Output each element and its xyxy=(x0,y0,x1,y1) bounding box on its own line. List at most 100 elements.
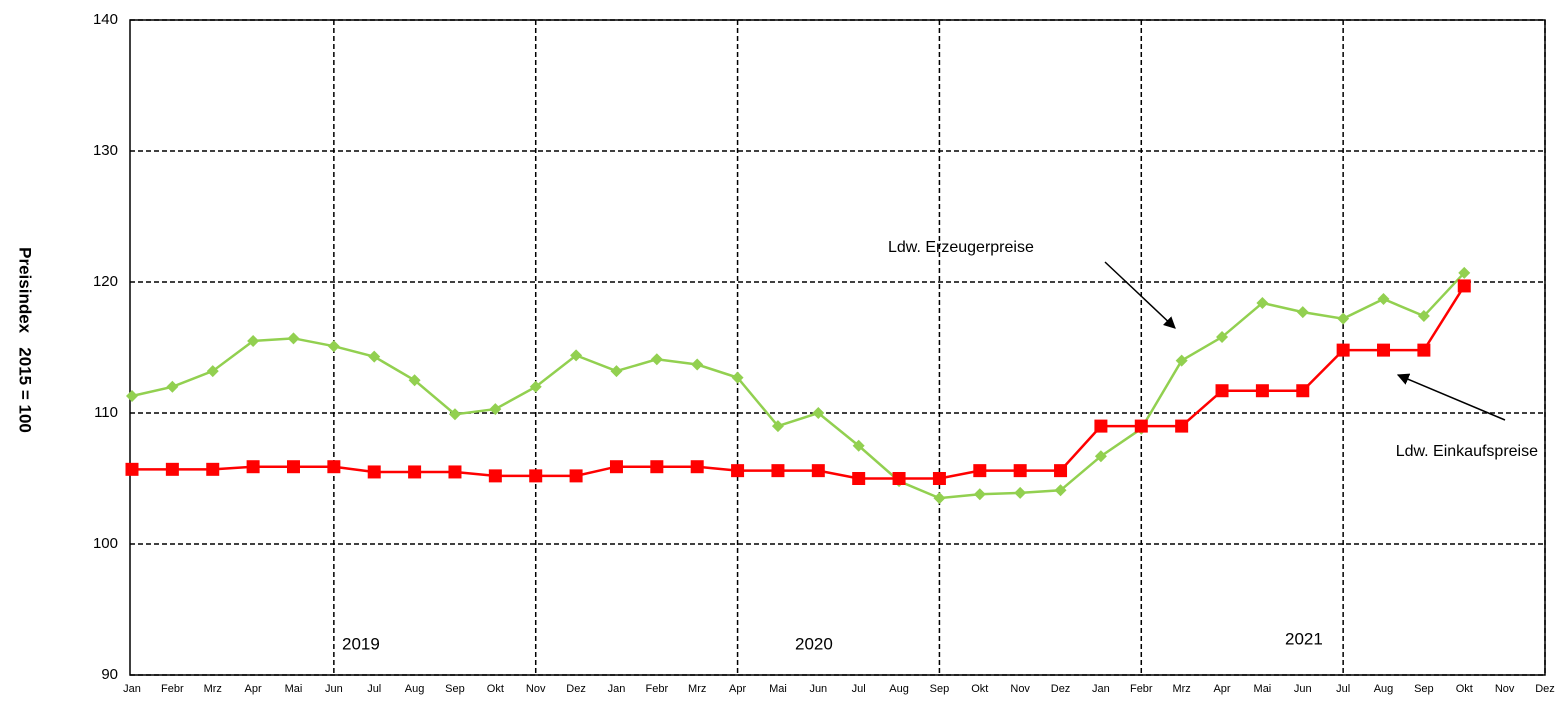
marker xyxy=(691,358,704,371)
x-tick-label: Jan xyxy=(1092,683,1110,695)
marker xyxy=(1175,419,1189,433)
y-tick-label: 90 xyxy=(101,666,118,683)
x-tick-label: Nov xyxy=(526,683,546,695)
marker xyxy=(367,465,381,479)
marker xyxy=(1175,354,1188,367)
marker xyxy=(690,460,704,474)
y-tick-label: 120 xyxy=(93,273,118,290)
marker xyxy=(1094,450,1107,463)
x-tick-label: Aug xyxy=(889,683,909,695)
x-tick-label: Dez xyxy=(1535,683,1555,695)
marker xyxy=(1296,384,1310,398)
x-tick-label: Sep xyxy=(930,683,950,695)
marker xyxy=(812,407,825,419)
marker xyxy=(1458,266,1471,279)
x-tick-label: Mai xyxy=(285,683,303,695)
marker xyxy=(852,472,866,485)
y-tick-label: 110 xyxy=(94,404,118,421)
marker xyxy=(488,469,502,483)
marker xyxy=(1377,293,1390,306)
marker xyxy=(1256,296,1269,309)
y-axis-label: Preisindex 2015 = 100 xyxy=(16,247,35,433)
marker xyxy=(489,403,502,416)
marker xyxy=(973,488,986,501)
marker xyxy=(1134,419,1148,433)
marker xyxy=(1216,331,1229,344)
x-tick-label: Mai xyxy=(769,683,787,695)
marker xyxy=(1054,464,1068,478)
x-tick-label: Dez xyxy=(566,683,586,695)
x-tick-label: Okt xyxy=(487,683,504,695)
x-tick-label: Dez xyxy=(1051,683,1071,695)
marker xyxy=(1457,279,1471,293)
marker xyxy=(529,380,542,393)
year-label: 2020 xyxy=(795,634,833,653)
marker xyxy=(811,464,825,478)
marker xyxy=(448,408,461,421)
x-tick-label: Sep xyxy=(1414,683,1434,695)
marker xyxy=(771,420,784,433)
marker xyxy=(1094,419,1108,433)
marker xyxy=(286,460,300,474)
marker xyxy=(1336,343,1350,357)
year-label: 2021 xyxy=(1285,629,1323,648)
marker xyxy=(1417,343,1431,357)
x-tick-label: Febr xyxy=(1130,683,1153,695)
x-tick-label: Jun xyxy=(1294,683,1312,695)
marker xyxy=(246,460,260,474)
marker xyxy=(892,472,906,485)
series-line xyxy=(132,285,1466,480)
x-tick-label: Okt xyxy=(971,683,988,695)
series-label: Ldw. Einkaufspreise xyxy=(1396,443,1538,460)
marker xyxy=(731,464,745,478)
x-tick-label: Mai xyxy=(1254,683,1272,695)
marker xyxy=(609,460,623,474)
marker xyxy=(1013,464,1027,478)
arrow xyxy=(1396,373,1506,421)
marker xyxy=(610,365,623,378)
marker xyxy=(327,460,341,474)
x-tick-label: Mrz xyxy=(688,683,706,695)
marker xyxy=(448,465,462,479)
y-tick-label: 130 xyxy=(93,142,118,159)
marker xyxy=(1337,312,1350,325)
year-label: 2019 xyxy=(342,634,380,653)
x-tick-label: Okt xyxy=(1456,683,1473,695)
x-tick-label: Jun xyxy=(809,683,827,695)
x-tick-label: Febr xyxy=(161,683,184,695)
marker xyxy=(852,439,865,452)
marker xyxy=(1215,384,1229,398)
x-tick-label: Jul xyxy=(1336,683,1350,695)
x-tick-label: Jun xyxy=(325,683,343,695)
x-tick-label: Febr xyxy=(646,683,669,695)
marker xyxy=(408,465,422,479)
marker xyxy=(1054,484,1067,497)
marker xyxy=(206,365,219,378)
x-tick-label: Nov xyxy=(1495,683,1515,695)
x-tick-label: Mrz xyxy=(204,683,222,695)
marker xyxy=(125,462,139,476)
marker xyxy=(247,334,260,347)
marker xyxy=(932,472,946,485)
marker xyxy=(1255,384,1269,398)
marker xyxy=(1014,486,1027,499)
marker xyxy=(1417,310,1430,323)
x-tick-label: Jan xyxy=(608,683,626,695)
marker xyxy=(165,462,179,476)
x-tick-label: Apr xyxy=(729,683,746,695)
marker xyxy=(206,462,220,476)
x-tick-label: Nov xyxy=(1010,683,1030,695)
x-tick-label: Mrz xyxy=(1172,683,1190,695)
x-tick-label: Jul xyxy=(367,683,381,695)
series-label: Ldw. Erzeugerpreise xyxy=(888,239,1034,256)
marker xyxy=(973,464,987,478)
series-line xyxy=(131,271,1466,500)
marker xyxy=(731,371,744,384)
marker xyxy=(933,492,946,505)
x-tick-label: Aug xyxy=(405,683,425,695)
label-background xyxy=(1393,441,1541,463)
y-tick-label: 100 xyxy=(93,535,118,552)
marker xyxy=(126,389,138,402)
x-tick-label: Jan xyxy=(123,683,141,695)
